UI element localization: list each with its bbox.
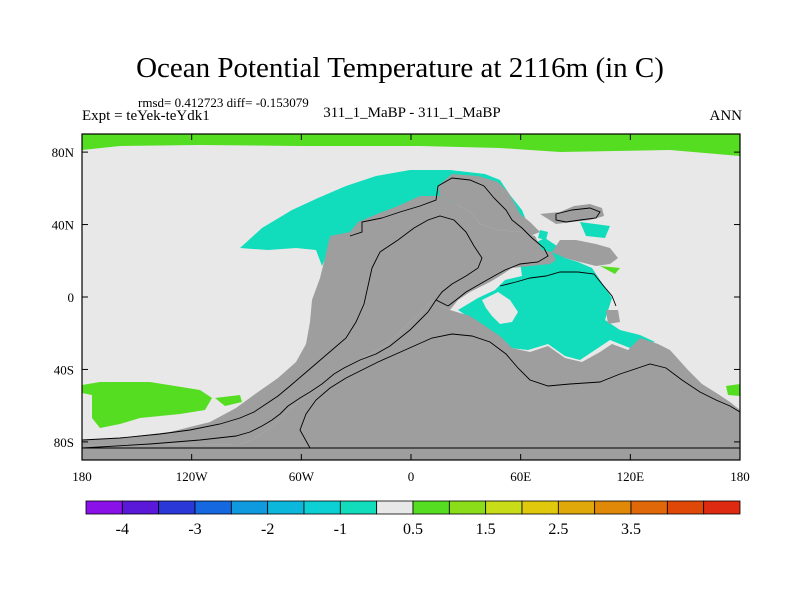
colorbar-bin xyxy=(448,500,487,515)
colorbar-bin xyxy=(521,500,559,515)
colorbar-bin xyxy=(703,500,741,515)
x-tick-label: 180 xyxy=(72,469,92,484)
region-indian-cool-2 xyxy=(580,222,610,238)
experiment-label: Expt = teYek-teYdk1 xyxy=(82,108,210,124)
colorbar-bin xyxy=(121,500,160,515)
colorbar-bin xyxy=(158,500,196,515)
region-south-pacific-warm-2 xyxy=(215,395,242,406)
x-tick-label: 180 xyxy=(730,469,750,484)
x-tick-label: 120E xyxy=(617,469,645,484)
colorbar-bin xyxy=(666,500,705,515)
colorbar-label: -1 xyxy=(334,521,347,538)
colorbar-label: 2.5 xyxy=(548,521,568,538)
x-tick-label: 120W xyxy=(176,469,209,484)
region-indian-neutral xyxy=(482,292,518,324)
chart-subtitle: 311_1_MaBP - 311_1_MaBP xyxy=(323,105,501,121)
land-north-landmass xyxy=(438,174,540,236)
colorbar-label: -2 xyxy=(261,521,274,538)
colorbar-label: 0.5 xyxy=(403,521,423,538)
land-east-block xyxy=(552,240,618,266)
colorbar-label: 1.5 xyxy=(476,521,496,538)
contour-line xyxy=(81,299,449,449)
colorbar-label: 3.5 xyxy=(621,521,641,538)
plot-area xyxy=(81,133,741,461)
season-label: ANN xyxy=(709,108,743,124)
chart-title: Ocean Potential Temperature at 2116m (in… xyxy=(136,52,664,84)
region-south-pacific-warm xyxy=(82,382,212,428)
stats-line: rmsd= 0.412723 diff= -0.153079 xyxy=(138,95,309,110)
contour-line xyxy=(299,333,741,449)
contour-line xyxy=(371,215,483,301)
region-east-pacific-cool xyxy=(538,230,548,240)
colorbar-bin xyxy=(267,500,305,515)
y-tick-label: 40S xyxy=(54,362,74,377)
colorbar-bin xyxy=(339,500,378,515)
y-tick-label: 80N xyxy=(52,145,75,160)
land-americas xyxy=(82,196,556,446)
y-tick-label: 80S xyxy=(54,435,74,450)
land-africa-eurasia xyxy=(82,300,740,460)
colorbar-bin xyxy=(485,500,523,515)
colorbar-bin xyxy=(230,500,269,515)
y-tick-label: 40N xyxy=(52,218,75,233)
y-tick-label: 0 xyxy=(68,290,75,305)
colorbar-bin xyxy=(85,500,123,515)
contour-lines xyxy=(81,177,741,449)
x-tick-label: 0 xyxy=(408,469,415,484)
colorbar-bin xyxy=(412,500,450,515)
region-arctic-warm xyxy=(82,134,740,156)
colorbar-label: -4 xyxy=(116,521,129,538)
contour-line xyxy=(499,271,617,307)
region-north-pacific-warm xyxy=(600,266,620,274)
colorbar-bin xyxy=(557,500,596,515)
region-south-indian-warm xyxy=(726,384,740,396)
contour-line xyxy=(349,177,549,307)
x-tick-label: 60W xyxy=(289,469,315,484)
colorbar-bin xyxy=(376,500,414,515)
region-indian-cool xyxy=(458,238,655,360)
colorbar-bin xyxy=(630,500,668,515)
colorbar-bin xyxy=(303,500,341,515)
contour-line xyxy=(81,267,373,441)
colorbar-bin xyxy=(594,500,632,515)
axes: 180 120W 60W 0 60E 120E 180 80S 40S 0 40N 80N xyxy=(52,134,750,484)
x-tick-label: 60E xyxy=(510,469,531,484)
contour-line xyxy=(555,207,601,223)
colorbar-bin xyxy=(194,500,232,515)
land-small-east-island xyxy=(606,310,620,324)
colorbar-label: -3 xyxy=(188,521,201,538)
colorbar: -4 -3 -2 -1 0.5 1.5 2.5 3.5 xyxy=(85,500,741,538)
